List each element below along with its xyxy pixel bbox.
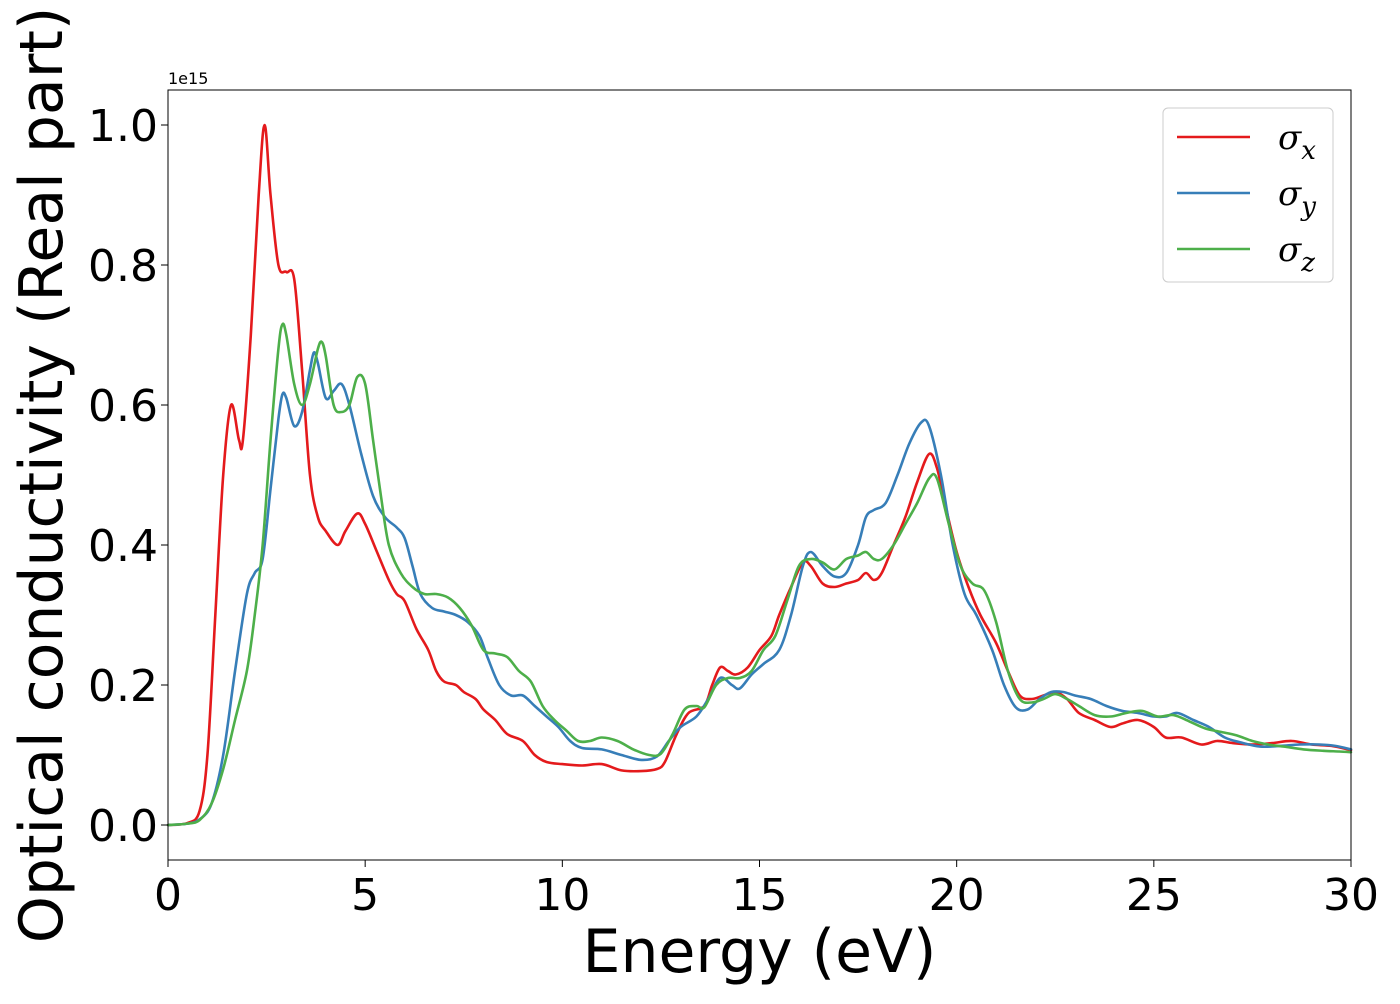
x-tick-label: 20 xyxy=(929,870,985,921)
y-tick-label: 0.6 xyxy=(88,381,158,432)
legend-label-y: σy xyxy=(1278,174,1316,222)
x-axis-ticks: 0 5 10 15 20 25 30 xyxy=(154,860,1379,921)
series-line-y xyxy=(166,351,1353,827)
x-tick-label: 15 xyxy=(732,870,788,921)
y-axis-label: Optical conductivity (Real part) xyxy=(7,7,77,944)
legend-items: σx σy σz xyxy=(1177,118,1316,278)
x-tick-label: 10 xyxy=(534,870,590,921)
y-tick-label: 0.2 xyxy=(88,661,158,712)
legend-label-z: σz xyxy=(1278,230,1315,278)
x-tick-label: 0 xyxy=(154,870,182,921)
series-layer xyxy=(166,123,1353,827)
y-tick-label: 1.0 xyxy=(88,101,158,152)
x-tick-label: 5 xyxy=(351,870,379,921)
y-tick-label: 0.4 xyxy=(88,521,158,572)
x-tick-label: 30 xyxy=(1323,870,1379,921)
legend-frame xyxy=(1162,107,1334,283)
x-axis-label: Energy (eV) xyxy=(583,917,937,987)
legend-label-x: σx xyxy=(1278,118,1316,166)
y-tick-label: 0.0 xyxy=(88,801,158,852)
legend: σx σy σz xyxy=(1162,107,1334,283)
series-line-z xyxy=(166,322,1353,827)
y-axis-ticks: 0.0 0.2 0.4 0.6 0.8 1.0 xyxy=(88,101,168,852)
y-tick-label: 0.8 xyxy=(88,241,158,292)
x-tick-label: 25 xyxy=(1126,870,1182,921)
y-offset-label: 1e15 xyxy=(168,69,208,88)
